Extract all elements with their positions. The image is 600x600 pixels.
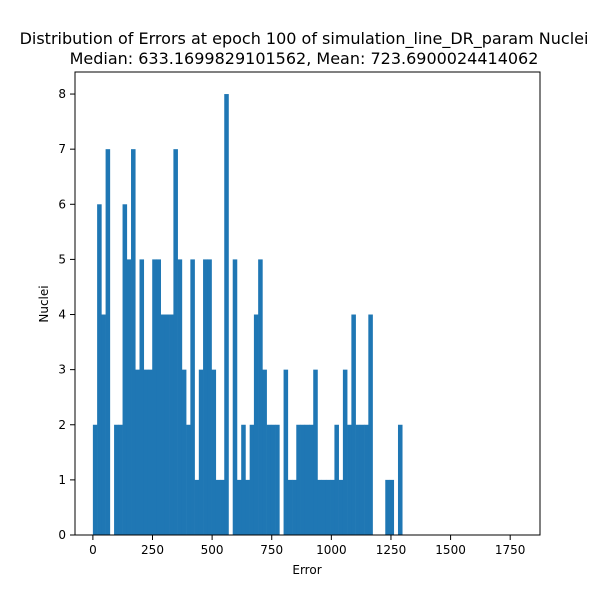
- y-tick-label: 3: [58, 363, 66, 377]
- histogram-bar: [330, 479, 335, 535]
- histogram-bar: [275, 424, 280, 535]
- histogram-bar: [160, 314, 166, 535]
- histogram-bar: [325, 479, 331, 535]
- histogram-bar: [266, 424, 272, 535]
- histogram-bar: [186, 424, 191, 535]
- histogram-bar: [203, 259, 208, 535]
- y-tick-label: 2: [58, 418, 66, 432]
- histogram-bar: [92, 424, 98, 535]
- x-tick-label: 750: [260, 543, 283, 557]
- histogram-bar: [334, 424, 339, 535]
- histogram-bar: [287, 479, 293, 535]
- histogram-bar: [152, 259, 157, 535]
- x-axis-ticks: 0 250 500 750 1000 1250 1500 1750: [89, 535, 525, 557]
- histogram-bar: [296, 424, 301, 535]
- y-tick-label: 0: [58, 528, 66, 542]
- histogram-bar: [207, 259, 212, 535]
- plot-frame: [74, 71, 541, 536]
- histogram-bar: [236, 479, 242, 535]
- histogram-bar: [321, 479, 327, 535]
- x-tick-label: 1500: [435, 543, 466, 557]
- y-tick-label: 4: [58, 308, 66, 322]
- x-tick-label: 250: [141, 543, 164, 557]
- x-tick-label: 1750: [495, 543, 526, 557]
- histogram-bar: [220, 479, 225, 535]
- histogram-bar: [97, 204, 102, 536]
- histogram-bar: [364, 424, 369, 535]
- histogram-bar: [139, 259, 145, 535]
- chart-title: Distribution of Errors at epoch 100 of s…: [20, 29, 589, 49]
- histogram-bar: [126, 259, 132, 535]
- histogram-bar: [181, 369, 187, 535]
- histogram-bar: [385, 479, 390, 535]
- histogram-bar: [198, 369, 204, 535]
- histogram-bar: [253, 314, 259, 535]
- histogram-bar: [249, 424, 255, 535]
- y-tick-label: 6: [58, 197, 66, 211]
- histogram-bar: [135, 369, 140, 535]
- histogram-bar: [245, 479, 250, 535]
- x-tick-label: 500: [201, 543, 224, 557]
- y-axis-label: Nuclei: [37, 285, 51, 322]
- y-tick-label: 5: [58, 252, 66, 266]
- x-axis-label: Error: [292, 563, 321, 577]
- histogram-bar: [156, 259, 161, 535]
- histogram-bar: [313, 369, 318, 535]
- histogram-bar: [169, 314, 174, 535]
- histogram-bar: [317, 479, 323, 535]
- histogram-bar: [262, 369, 267, 535]
- histogram-bar: [241, 424, 246, 535]
- histogram-bar: [338, 479, 344, 535]
- histogram-bar: [355, 424, 361, 535]
- histogram-bar: [164, 314, 170, 535]
- histogram-bar: [368, 314, 373, 535]
- histogram-bar: [147, 369, 153, 535]
- histogram-bar: [105, 149, 111, 536]
- histogram-bars: [92, 94, 403, 536]
- histogram-bar: [232, 259, 238, 535]
- histogram-bar: [292, 479, 297, 535]
- histogram-bar: [359, 424, 365, 535]
- histogram-bar: [215, 479, 221, 535]
- y-axis-ticks: 0 1 2 3 4 5 6 7 8: [58, 87, 75, 542]
- histogram-bar: [283, 369, 289, 535]
- histogram-bar: [389, 479, 395, 535]
- histogram-bar: [300, 424, 306, 535]
- histogram-bar: [122, 204, 128, 536]
- histogram-bar: [143, 369, 149, 535]
- x-tick-label: 1250: [376, 543, 407, 557]
- chart-subtitle: Median: 633.1699829101562, Mean: 723.690…: [70, 49, 539, 68]
- histogram-bar: [190, 259, 195, 535]
- histogram-bar: [177, 259, 183, 535]
- histogram-bar: [173, 149, 178, 536]
- histogram-bar: [270, 424, 276, 535]
- histogram-bar: [118, 424, 123, 535]
- histogram-bar: [211, 369, 217, 535]
- y-tick-label: 8: [58, 87, 66, 101]
- y-tick-label: 1: [58, 473, 66, 487]
- histogram-bar: [101, 314, 106, 535]
- histogram-bar: [258, 259, 263, 535]
- histogram-bar: [309, 424, 314, 535]
- histogram-bar: [114, 424, 119, 535]
- x-tick-label: 0: [89, 543, 97, 557]
- histogram-bar: [347, 424, 352, 535]
- histogram-bar: [304, 424, 310, 535]
- histogram-bar: [351, 314, 356, 535]
- histogram-bar: [131, 149, 136, 536]
- histogram-bar: [194, 479, 200, 535]
- x-tick-label: 1000: [316, 543, 347, 557]
- y-tick-label: 7: [58, 142, 66, 156]
- histogram-bar: [342, 369, 348, 535]
- histogram-bar: [224, 94, 229, 536]
- histogram-bar: [397, 424, 403, 535]
